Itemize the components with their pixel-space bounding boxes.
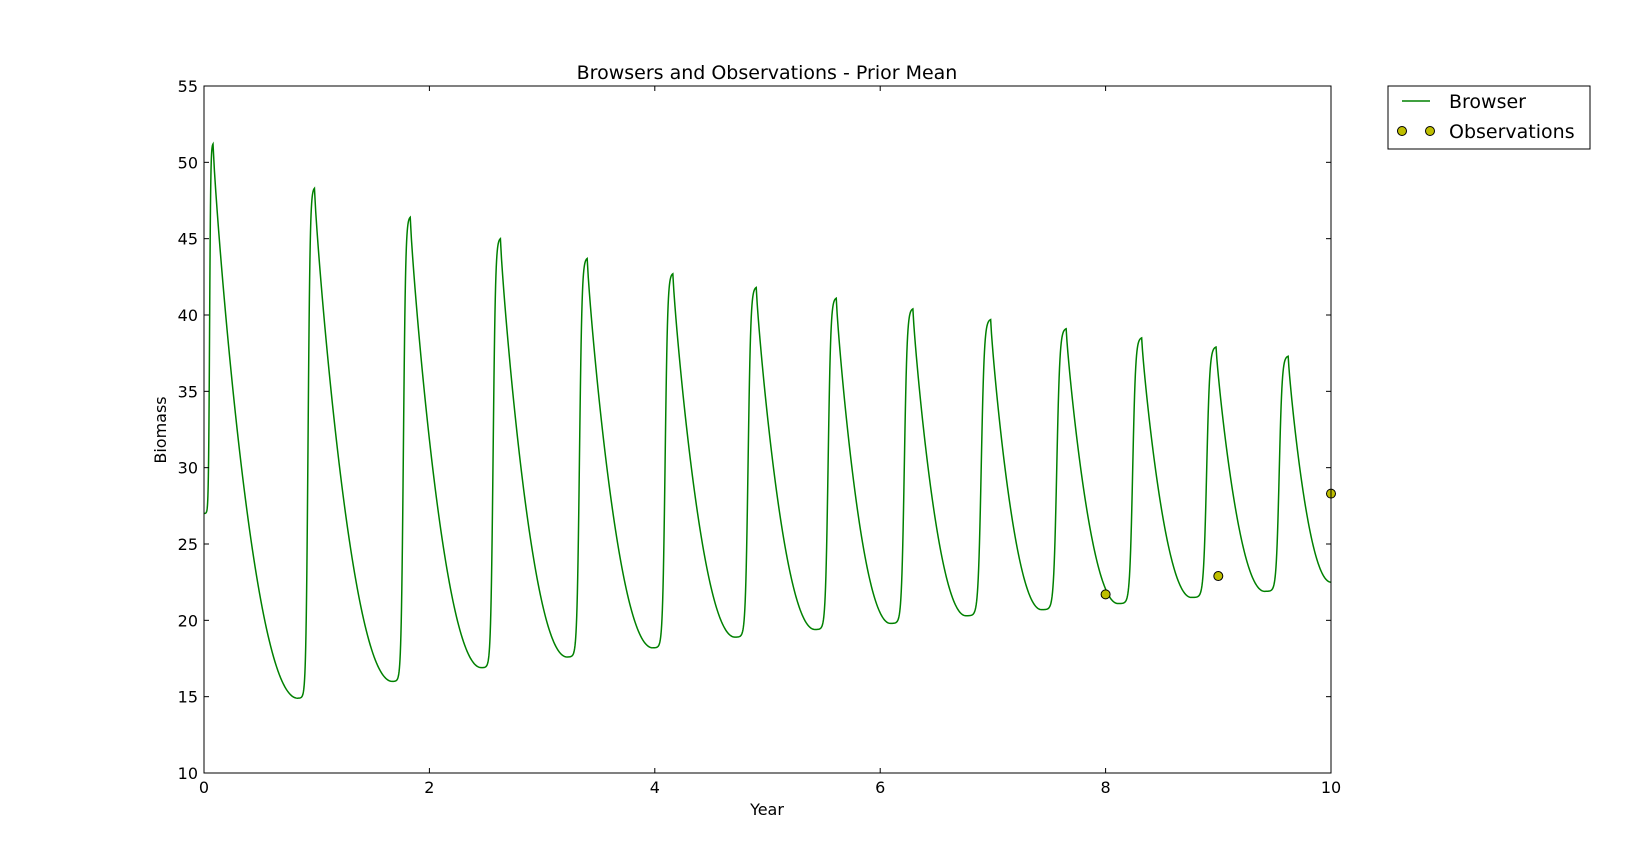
y-tick-label: 35 xyxy=(178,382,198,401)
x-tick-label: 2 xyxy=(424,778,434,797)
y-tick-label: 15 xyxy=(178,688,198,707)
x-tick-label: 6 xyxy=(875,778,885,797)
plot-area xyxy=(204,141,1336,699)
y-tick-label: 10 xyxy=(178,764,198,783)
legend: Browser Observations xyxy=(1387,85,1591,150)
x-tick-label: 0 xyxy=(199,778,209,797)
x-axis-label: Year xyxy=(749,800,784,819)
axis-ticks: 0 2 4 6 8 10 10 15 20 25 30 35 40 45 50 55 xyxy=(178,77,1342,797)
axes-frame xyxy=(203,85,1332,774)
y-tick-label: 45 xyxy=(178,230,198,249)
legend-swatch-observations-b xyxy=(1425,126,1435,136)
legend-label-observations: Observations xyxy=(1449,121,1575,143)
observation-point xyxy=(1213,571,1224,582)
y-axis-label: Biomass xyxy=(151,396,170,463)
y-tick-label: 20 xyxy=(178,611,198,630)
y-tick-label: 30 xyxy=(178,459,198,478)
y-tick-label: 50 xyxy=(178,153,198,172)
y-tick-label: 40 xyxy=(178,306,198,325)
legend-label-browser: Browser xyxy=(1449,91,1526,113)
x-tick-label: 8 xyxy=(1101,778,1111,797)
series-line-browser xyxy=(204,141,1331,699)
chart-title: Browsers and Observations - Prior Mean xyxy=(577,62,958,84)
legend-frame xyxy=(1387,85,1591,150)
y-tick-label: 55 xyxy=(178,77,198,96)
legend-swatch-observations-a xyxy=(1397,126,1407,136)
observation-point xyxy=(1100,589,1111,600)
x-tick-label: 10 xyxy=(1321,778,1341,797)
x-tick-label: 4 xyxy=(650,778,660,797)
y-tick-label: 25 xyxy=(178,535,198,554)
